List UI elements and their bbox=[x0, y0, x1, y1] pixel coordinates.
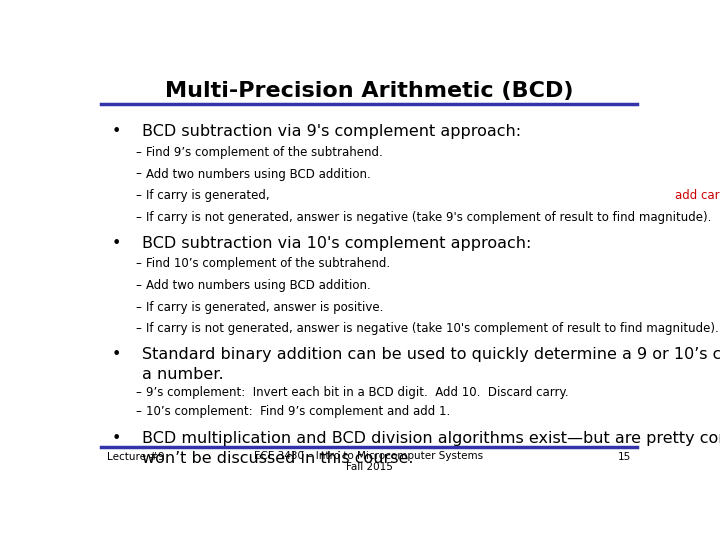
Text: Add two numbers using BCD addition.: Add two numbers using BCD addition. bbox=[145, 279, 371, 292]
Text: –: – bbox=[136, 211, 142, 224]
Text: Standard binary addition can be used to quickly determine a 9 or 10’s complement: Standard binary addition can be used to … bbox=[142, 347, 720, 362]
Text: 9’s complement:  Invert each bit in a BCD digit.  Add 10.  Discard carry.: 9’s complement: Invert each bit in a BCD… bbox=[145, 386, 568, 399]
Text: –: – bbox=[136, 258, 142, 271]
Text: Find 10’s complement of the subtrahend.: Find 10’s complement of the subtrahend. bbox=[145, 258, 390, 271]
Text: –: – bbox=[136, 189, 142, 202]
Text: Lecture #9: Lecture #9 bbox=[107, 453, 164, 462]
Text: BCD subtraction via 9's complement approach:: BCD subtraction via 9's complement appro… bbox=[142, 124, 521, 139]
Text: •: • bbox=[111, 431, 120, 446]
Text: BCD subtraction via 10's complement approach:: BCD subtraction via 10's complement appr… bbox=[142, 235, 531, 251]
Text: If carry is generated, answer is positive.: If carry is generated, answer is positiv… bbox=[145, 301, 383, 314]
Text: –: – bbox=[136, 301, 142, 314]
Text: 10’s complement:  Find 9’s complement and add 1.: 10’s complement: Find 9’s complement and… bbox=[145, 406, 450, 419]
Text: a number.: a number. bbox=[142, 367, 223, 382]
Text: •: • bbox=[111, 347, 120, 362]
Text: 15: 15 bbox=[618, 453, 631, 462]
Text: If carry is not generated, answer is negative (take 9's complement of result to : If carry is not generated, answer is neg… bbox=[145, 211, 711, 224]
Text: Find 9’s complement of the subtrahend.: Find 9’s complement of the subtrahend. bbox=[145, 146, 382, 159]
Text: –: – bbox=[136, 406, 142, 419]
Text: –: – bbox=[136, 146, 142, 159]
Text: –: – bbox=[136, 167, 142, 180]
Text: Add two numbers using BCD addition.: Add two numbers using BCD addition. bbox=[145, 167, 371, 180]
Text: add carry to the result: add carry to the result bbox=[675, 189, 720, 202]
Text: ECE 3430 – Intro to Microcomputer Systems
Fall 2015: ECE 3430 – Intro to Microcomputer System… bbox=[254, 451, 484, 472]
Text: Multi-Precision Arithmetic (BCD): Multi-Precision Arithmetic (BCD) bbox=[165, 80, 573, 100]
Text: •: • bbox=[111, 235, 120, 251]
Text: If carry is generated,: If carry is generated, bbox=[145, 189, 273, 202]
Text: –: – bbox=[136, 386, 142, 399]
Text: won’t be discussed in this course.: won’t be discussed in this course. bbox=[142, 451, 413, 466]
Text: BCD multiplication and BCD division algorithms exist—but are pretty complicated : BCD multiplication and BCD division algo… bbox=[142, 431, 720, 446]
Text: If carry is not generated, answer is negative (take 10's complement of result to: If carry is not generated, answer is neg… bbox=[145, 322, 719, 335]
Text: –: – bbox=[136, 322, 142, 335]
Text: •: • bbox=[111, 124, 120, 139]
Text: –: – bbox=[136, 279, 142, 292]
